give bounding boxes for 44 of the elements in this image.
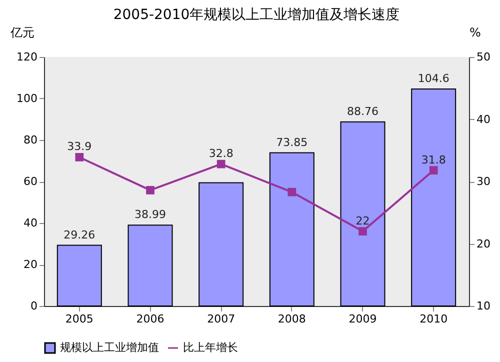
data-label: 33.9	[67, 140, 92, 154]
y-tick-label: 60	[24, 175, 38, 188]
x-tick-label: 2005	[65, 312, 94, 326]
bar	[340, 121, 386, 306]
point	[358, 227, 367, 236]
y-tick-label: 80	[24, 134, 38, 146]
bar	[56, 244, 102, 306]
data-label: 104.6	[418, 72, 450, 85]
x-tick-label: 2010	[420, 312, 448, 326]
y2-tick-label: 20	[476, 237, 490, 250]
bar	[198, 182, 244, 306]
x-tick-label: 2007	[207, 312, 236, 326]
chart-title: 2005-2010年规模以上工业增加值及增长速度	[113, 7, 400, 23]
y2-axis-title: %	[470, 26, 481, 40]
data-label: 22	[356, 214, 370, 228]
point	[146, 186, 154, 194]
point	[288, 188, 296, 196]
data-label: 38.99	[134, 208, 166, 222]
data-label: 29.26	[64, 228, 96, 242]
legend-label: 比上年增长	[183, 341, 238, 354]
point	[216, 160, 226, 168]
y2-tick-label: 50	[476, 50, 490, 64]
legend-label: 规模以上工业增加值	[60, 341, 159, 354]
bar	[269, 152, 314, 306]
y-tick-label: 40	[24, 216, 38, 230]
y-axis-title: 亿元	[10, 26, 34, 40]
point	[429, 166, 438, 174]
data-label: 88.76	[347, 104, 378, 118]
data-label: 31.8	[421, 153, 446, 166]
y2-tick-label: 40	[476, 112, 490, 126]
y-tick-label: 100	[16, 92, 38, 105]
x-tick-label: 2009	[348, 312, 377, 326]
y-tick-label: 20	[24, 258, 38, 271]
data-label: 73.85	[276, 136, 308, 149]
x-tick-label: 2006	[136, 312, 164, 326]
y-tick-label: 120	[16, 50, 38, 64]
x-tick-label: 2008	[278, 312, 306, 326]
y2-tick-label: 10	[476, 300, 490, 312]
y-tick-label: 0	[30, 300, 38, 312]
bar	[411, 88, 456, 306]
bar	[128, 224, 173, 306]
data-label: 32.8	[208, 147, 234, 160]
point	[75, 153, 84, 162]
y2-tick-label: 30	[476, 175, 490, 188]
